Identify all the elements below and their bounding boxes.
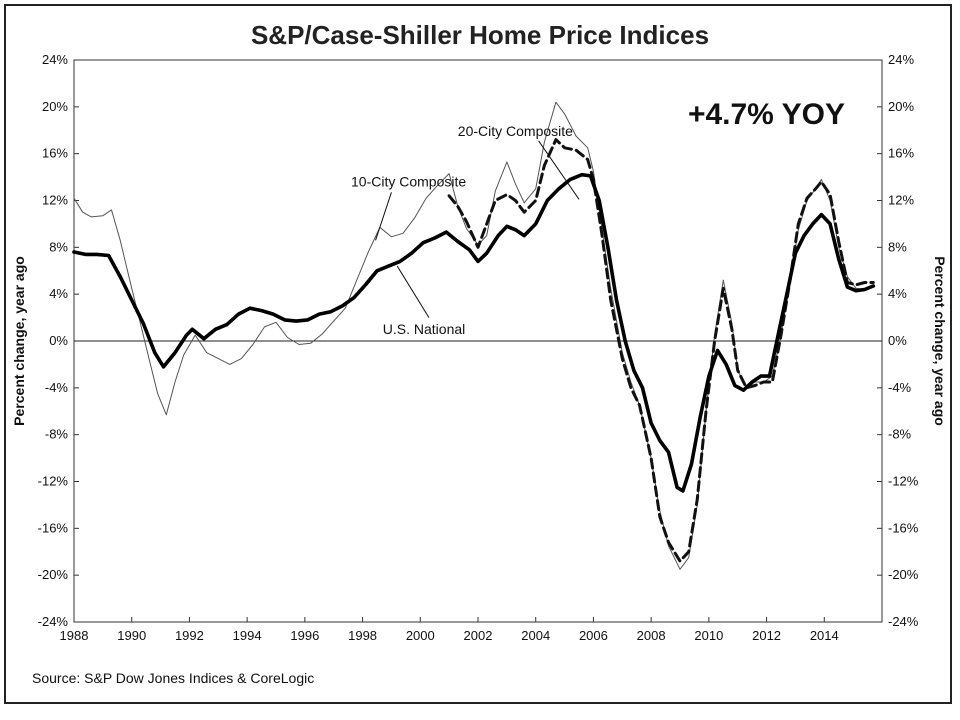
y-tick-label-left: 4% bbox=[49, 286, 68, 301]
series-label-1: 20-City Composite bbox=[458, 123, 573, 139]
y-tick-label-right: 8% bbox=[888, 239, 907, 254]
y-tick-label-right: -12% bbox=[888, 474, 919, 489]
y-tick-label-left: -20% bbox=[38, 567, 69, 582]
y-tick-label-right: 4% bbox=[888, 286, 907, 301]
series-label-pointer bbox=[538, 140, 580, 200]
series-label-2: U.S. National bbox=[383, 321, 465, 337]
y-tick-label-right: 0% bbox=[888, 333, 907, 348]
x-tick-label: 2000 bbox=[406, 628, 435, 643]
x-tick-label: 1992 bbox=[175, 628, 204, 643]
y-tick-label-right: -8% bbox=[888, 427, 912, 442]
series-line-1 bbox=[447, 138, 875, 563]
series-line-2 bbox=[72, 172, 876, 493]
y-tick-label-right: -24% bbox=[888, 614, 919, 629]
x-tick-label: 2004 bbox=[521, 628, 550, 643]
y-axis-left: 24% 20% 16% 12% 8% 4% 0% -4% -8% -12% -16% -20% -24% bbox=[38, 52, 79, 629]
x-axis: 1988 1990 1992 1994 1996 1998 2000 2002 2004 2006… bbox=[60, 617, 839, 643]
x-tick-label: 2008 bbox=[637, 628, 666, 643]
x-tick-label: 2012 bbox=[752, 628, 781, 643]
series-layer bbox=[72, 101, 876, 570]
x-tick-label: 1988 bbox=[60, 628, 89, 643]
x-tick-label: 1990 bbox=[117, 628, 146, 643]
source-note: Source: S&P Dow Jones Indices & CoreLogi… bbox=[32, 670, 315, 686]
series-label-pointer bbox=[375, 192, 392, 241]
series-label-0: 10-City Composite bbox=[351, 173, 466, 189]
y-tick-label-left: 0% bbox=[49, 333, 68, 348]
x-tick-label: 1996 bbox=[290, 628, 319, 643]
yoy-callout: +4.7% YOY bbox=[688, 98, 845, 131]
y-tick-label-left: 8% bbox=[49, 239, 68, 254]
annotations: 10-City Composite 20-City Composite U.S. N… bbox=[351, 123, 580, 337]
y-axis-right: 24% 20% 16% 12% 8% 4% 0% -4% -8% -12% -16% -20% -24% bbox=[877, 52, 919, 629]
y-tick-label-left: -4% bbox=[45, 380, 69, 395]
series-line-0 bbox=[73, 101, 874, 570]
y-tick-label-left: 16% bbox=[42, 146, 68, 161]
y-tick-label-right: 16% bbox=[888, 146, 914, 161]
y-tick-label-left: 24% bbox=[42, 52, 68, 67]
x-tick-label: 2006 bbox=[579, 628, 608, 643]
y-tick-label-right: 12% bbox=[888, 193, 914, 208]
y-tick-label-left: -12% bbox=[38, 474, 69, 489]
y-tick-label-left: 12% bbox=[42, 193, 68, 208]
y-tick-label-right: 24% bbox=[888, 52, 914, 67]
y-tick-label-left: -24% bbox=[38, 614, 69, 629]
y-tick-label-right: -20% bbox=[888, 567, 919, 582]
chart-frame: S&P/Case-Shiller Home Price Indices Sour… bbox=[4, 4, 952, 704]
series-label-pointer bbox=[396, 265, 430, 318]
y-axis-right-title: Percent change, year ago bbox=[932, 256, 948, 426]
chart-title: S&P/Case-Shiller Home Price Indices bbox=[250, 20, 710, 50]
x-tick-label: 2010 bbox=[694, 628, 723, 643]
y-tick-label-left: -16% bbox=[38, 520, 69, 535]
y-tick-label-right: 20% bbox=[888, 99, 914, 114]
y-tick-label-left: 20% bbox=[42, 99, 68, 114]
x-tick-label: 2002 bbox=[464, 628, 493, 643]
x-tick-label: 1994 bbox=[233, 628, 262, 643]
y-tick-label-right: -4% bbox=[888, 380, 912, 395]
x-tick-label: 2014 bbox=[810, 628, 839, 643]
y-tick-label-right: -16% bbox=[888, 520, 919, 535]
x-tick-label: 1998 bbox=[348, 628, 377, 643]
y-axis-left-title: Percent change, year ago bbox=[11, 256, 27, 426]
y-tick-label-left: -8% bbox=[45, 427, 69, 442]
